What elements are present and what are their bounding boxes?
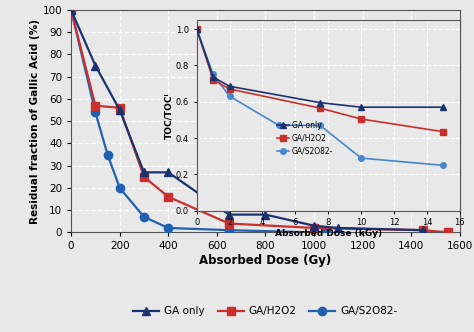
X-axis label: Absorbed Dose (kGy): Absorbed Dose (kGy): [274, 229, 382, 238]
GA/H2O2: [165, 195, 171, 199]
Line: GA/S2O82-: GA/S2O82-: [194, 26, 446, 168]
GA/S2O82-: [194, 27, 200, 31]
GA only: [117, 108, 122, 112]
GA only: [68, 8, 74, 12]
GA only: [210, 75, 216, 79]
Line: GA/S2O82-: GA/S2O82-: [67, 6, 330, 237]
GA/S2O82-: [92, 110, 98, 114]
GA/S2O82-: [165, 226, 171, 230]
GA/S2O82-: [210, 72, 216, 76]
GA/H2O2: [92, 104, 98, 108]
Line: GA/H2O2: GA/H2O2: [67, 6, 452, 237]
GA/H2O2: [226, 221, 232, 225]
GA/S2O82-: [68, 8, 74, 12]
GA only: [227, 84, 232, 88]
Y-axis label: Residual fraction of Gallic Acid (%): Residual fraction of Gallic Acid (%): [30, 19, 40, 224]
GA/S2O82-: [105, 153, 110, 157]
GA/H2O2: [311, 226, 317, 230]
GA only: [226, 212, 232, 216]
GA only: [336, 226, 341, 230]
GA/S2O82-: [440, 163, 446, 167]
GA only: [317, 101, 323, 105]
GA/S2O82-: [311, 230, 317, 234]
GA/H2O2: [440, 130, 446, 134]
GA/H2O2: [317, 106, 323, 110]
GA only: [420, 228, 426, 232]
Line: GA/H2O2: GA/H2O2: [194, 26, 446, 134]
GA only: [311, 224, 317, 228]
GA/S2O82-: [141, 215, 147, 219]
Y-axis label: TOC/TOCᴵ: TOC/TOCᴵ: [164, 92, 173, 139]
GA/S2O82-: [117, 186, 122, 190]
GA/H2O2: [117, 106, 122, 110]
GA/S2O82-: [358, 156, 364, 160]
GA/H2O2: [194, 27, 200, 31]
GA/S2O82-: [226, 228, 232, 232]
Legend: GA only, GA/H2O2, GA/S2O82-: GA only, GA/H2O2, GA/S2O82-: [129, 302, 402, 321]
GA/H2O2: [420, 228, 426, 232]
GA/H2O2: [358, 117, 364, 121]
GA only: [92, 64, 98, 68]
GA only: [263, 212, 268, 216]
GA only: [358, 105, 364, 109]
Line: GA only: GA only: [67, 6, 428, 234]
GA only: [141, 170, 147, 174]
X-axis label: Absorbed Dose (Gy): Absorbed Dose (Gy): [199, 254, 332, 267]
GA/H2O2: [68, 8, 74, 12]
GA only: [165, 170, 171, 174]
GA only: [440, 105, 446, 109]
Legend: GA only, GA/H2O2, GA/S2O82-: GA only, GA/H2O2, GA/S2O82-: [274, 118, 336, 159]
GA/S2O82-: [323, 230, 329, 234]
GA only: [194, 27, 200, 31]
GA/H2O2: [210, 78, 216, 82]
GA/H2O2: [445, 230, 450, 234]
GA/H2O2: [141, 175, 147, 179]
GA/H2O2: [227, 87, 232, 91]
GA/S2O82-: [227, 94, 232, 98]
GA/S2O82-: [317, 124, 323, 127]
Line: GA only: GA only: [194, 26, 446, 110]
GA/S2O82-: [276, 124, 282, 127]
